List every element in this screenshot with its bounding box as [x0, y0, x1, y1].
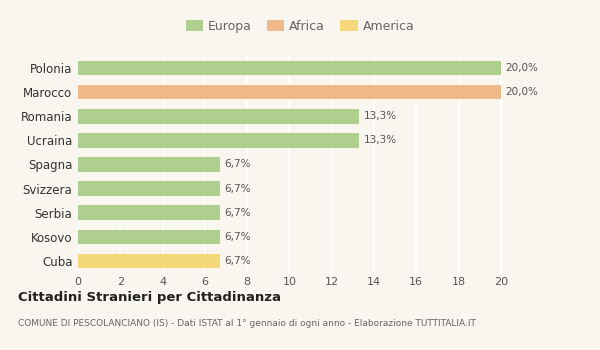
Text: 6,7%: 6,7%: [224, 256, 250, 266]
Text: 13,3%: 13,3%: [364, 111, 397, 121]
Text: 6,7%: 6,7%: [224, 208, 250, 218]
Text: 6,7%: 6,7%: [224, 232, 250, 242]
Text: 6,7%: 6,7%: [224, 160, 250, 169]
Bar: [78, 254, 220, 268]
Legend: Europa, Africa, America: Europa, Africa, America: [181, 14, 419, 37]
Text: 6,7%: 6,7%: [224, 184, 250, 194]
Text: 20,0%: 20,0%: [505, 63, 538, 73]
Text: Cittadini Stranieri per Cittadinanza: Cittadini Stranieri per Cittadinanza: [18, 290, 281, 303]
Bar: [78, 205, 220, 220]
Bar: [78, 61, 501, 75]
Text: 20,0%: 20,0%: [505, 87, 538, 97]
Text: COMUNE DI PESCOLANCIANO (IS) - Dati ISTAT al 1° gennaio di ogni anno - Elaborazi: COMUNE DI PESCOLANCIANO (IS) - Dati ISTA…: [18, 318, 476, 328]
Bar: [78, 230, 220, 244]
Bar: [78, 109, 359, 124]
Bar: [78, 133, 359, 148]
Bar: [78, 85, 501, 99]
Bar: [78, 181, 220, 196]
Bar: [78, 157, 220, 172]
Text: 13,3%: 13,3%: [364, 135, 397, 145]
